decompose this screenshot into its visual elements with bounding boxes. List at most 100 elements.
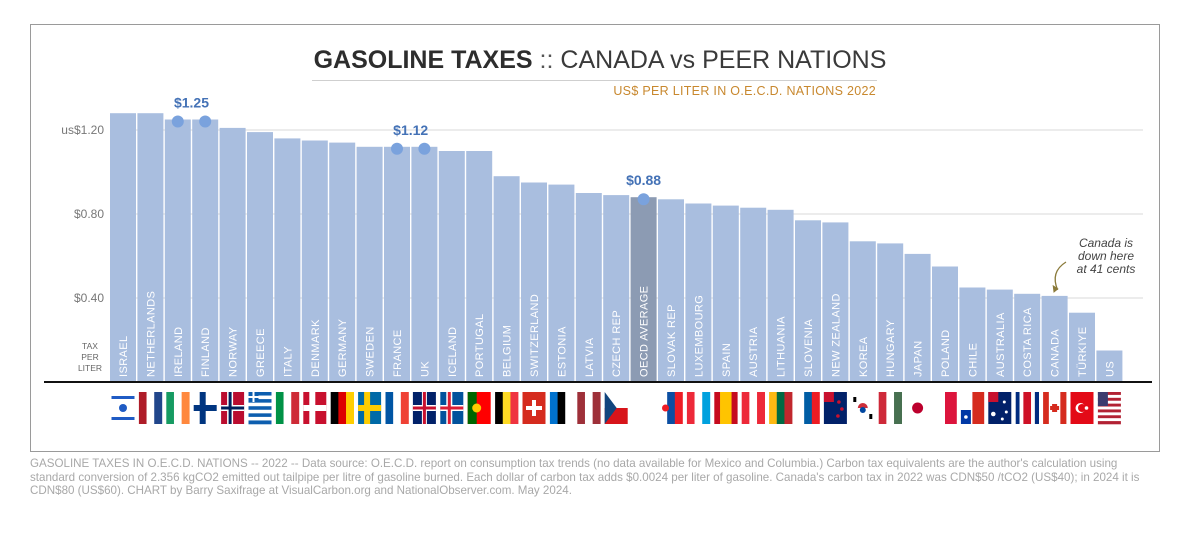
bar <box>849 241 876 382</box>
callout-arrow <box>1054 261 1067 291</box>
category-label: SWEDEN <box>365 326 377 377</box>
latvia-flag <box>577 392 601 424</box>
category-label: CANADA <box>1050 328 1062 377</box>
bar <box>301 140 328 382</box>
category-label: PORTUGAL <box>474 313 486 377</box>
footer-source-note: GASOLINE TAXES IN O.E.C.D. NATIONS -- 20… <box>30 457 1140 497</box>
france-flag <box>385 392 409 424</box>
bar <box>1041 295 1068 382</box>
greece-flag <box>248 392 272 425</box>
slovakia-flag <box>659 392 683 424</box>
turkey-flag <box>1070 392 1094 424</box>
chart-subtitle: US$ PER LITER IN O.E.C.D. NATIONS 2022 <box>613 84 876 98</box>
annotation-dot <box>391 142 403 155</box>
category-label: SPAIN <box>721 343 733 377</box>
annotation-dot <box>418 142 431 155</box>
bar <box>493 176 520 382</box>
annotation-dot <box>199 115 212 128</box>
bar <box>548 184 575 382</box>
czech-flag <box>604 392 628 424</box>
y-axis-label-line: TAX <box>82 341 98 351</box>
bar <box>1069 312 1095 382</box>
bar <box>219 127 246 383</box>
title-separator: :: <box>539 46 554 74</box>
bar <box>438 151 465 382</box>
y-axis-label-line: PER <box>81 352 98 362</box>
bar <box>1014 293 1041 382</box>
bar <box>247 132 273 382</box>
new-zealand-flag <box>823 392 847 424</box>
bar <box>575 193 602 382</box>
category-label: JAPAN <box>913 340 925 377</box>
uk-flag <box>412 392 436 424</box>
austria-flag <box>741 392 765 424</box>
bar <box>274 138 301 382</box>
bar <box>685 203 712 382</box>
australia-flag <box>988 392 1012 424</box>
bar <box>959 287 986 382</box>
canada-flag <box>1043 392 1067 424</box>
category-label: NORWAY <box>228 326 240 377</box>
switzerland-flag <box>522 392 546 424</box>
bar <box>192 119 219 382</box>
bar <box>356 146 383 382</box>
bar <box>110 113 136 382</box>
korea-flag <box>851 392 875 424</box>
callout-text-line: Canada is <box>1079 236 1133 250</box>
lithuania-flag <box>769 392 793 424</box>
y-tick-label: $0.40 <box>74 291 104 305</box>
category-label: LUXEMBOURG <box>693 295 705 377</box>
bar <box>164 119 191 382</box>
bar <box>1096 350 1123 382</box>
denmark-flag <box>303 392 327 424</box>
bar <box>411 146 438 382</box>
y-tick-label: us$1.20 <box>61 123 104 137</box>
category-label: ICELAND <box>447 327 459 377</box>
category-label: UK <box>419 361 431 377</box>
category-label: ESTONIA <box>556 326 568 377</box>
callout-arrowhead <box>1052 284 1059 293</box>
category-label: SLOVENIA <box>803 319 815 377</box>
category-label: FINLAND <box>200 327 212 377</box>
category-label: CHILE <box>967 343 979 377</box>
category-label: AUSTRALIA <box>995 312 1007 377</box>
category-label: SWITZERLAND <box>529 294 541 377</box>
category-label: FRANCE <box>392 329 404 377</box>
bar <box>603 195 630 382</box>
ireland-flag <box>166 392 190 424</box>
callout-text-line: down here <box>1078 249 1134 263</box>
italy-flag <box>275 392 300 424</box>
chart-title: GASOLINE TAXES :: CANADA vs PEER NATIONS <box>0 46 1200 75</box>
norway-flag <box>221 392 245 424</box>
category-label: DENMARK <box>310 319 322 377</box>
category-label: SLOVAK REP <box>666 304 678 377</box>
bar <box>329 142 356 382</box>
bar <box>740 207 767 382</box>
annotation-dot <box>171 115 184 128</box>
category-label: POLAND <box>940 329 952 377</box>
netherlands-flag <box>138 392 163 424</box>
category-label: IRELAND <box>173 327 185 377</box>
sweden-flag <box>358 392 382 424</box>
costa-rica-flag <box>1015 392 1039 424</box>
luxembourg-flag <box>686 392 711 424</box>
category-label: NEW ZEALAND <box>830 293 842 377</box>
bar <box>767 209 794 382</box>
bar <box>658 199 684 382</box>
category-label: OECD AVERAGE <box>639 286 651 377</box>
annotation-dot <box>637 193 650 206</box>
bar <box>986 289 1013 382</box>
bar <box>877 243 904 382</box>
japan-flag <box>906 392 930 424</box>
category-label: HUNGARY <box>885 319 897 377</box>
category-label: KOREA <box>858 336 870 377</box>
category-label: CZECH REP <box>611 310 623 377</box>
chile-flag <box>960 392 985 424</box>
title-suffix: CANADA vs PEER NATIONS <box>560 46 887 74</box>
portugal-flag <box>467 392 491 424</box>
bar <box>904 253 931 382</box>
y-tick-label: $0.80 <box>74 207 104 221</box>
slovenia-flag <box>796 392 820 424</box>
category-label: LITHUANIA <box>776 316 788 377</box>
